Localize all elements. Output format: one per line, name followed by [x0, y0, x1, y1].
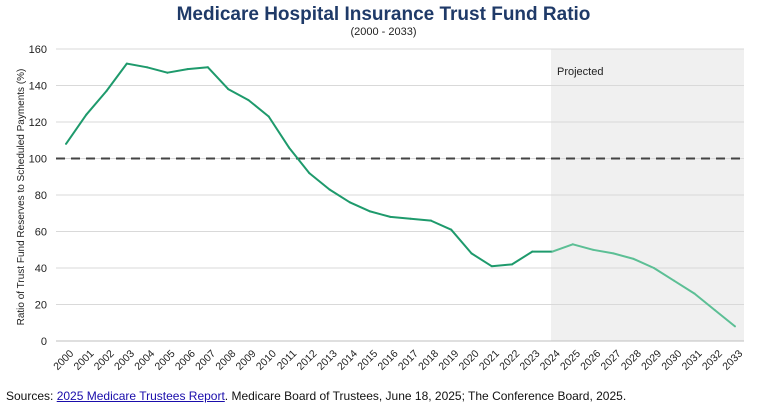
data-point — [450, 228, 453, 231]
projected-label: Projected — [557, 66, 603, 78]
x-tick-label: 2021 — [477, 348, 502, 373]
data-point — [632, 257, 635, 260]
data-point — [166, 71, 169, 74]
data-point — [713, 308, 716, 311]
chart-title: Medicare Hospital Insurance Trust Fund R… — [176, 4, 591, 25]
y-tick-label: 0 — [41, 336, 47, 348]
data-point — [389, 215, 392, 218]
data-point — [146, 66, 149, 69]
data-point — [328, 188, 331, 191]
x-tick-label: 2009 — [234, 348, 259, 373]
x-tick-label: 2011 — [275, 348, 300, 373]
data-point — [551, 250, 554, 253]
data-point — [409, 217, 412, 220]
x-tick-label: 2025 — [558, 348, 583, 373]
x-tick-label: 2031 — [680, 348, 705, 373]
data-point — [105, 89, 108, 92]
x-tick-label: 2023 — [517, 348, 542, 373]
data-point — [247, 99, 250, 102]
series-line-projected — [552, 243, 736, 328]
x-tick-label: 2033 — [720, 348, 745, 373]
x-tick-label: 2020 — [457, 348, 482, 373]
x-tick-label: 2030 — [659, 348, 684, 373]
chart-area: 020406080100120140160Projected2000200120… — [16, 44, 745, 373]
x-tick-label: 2010 — [254, 348, 279, 373]
data-point — [693, 292, 696, 295]
data-point — [612, 252, 615, 255]
y-tick-label: 140 — [29, 81, 47, 93]
y-tick-label: 160 — [29, 44, 47, 56]
x-tick-label: 2006 — [173, 348, 198, 373]
x-tick-label: 2018 — [416, 348, 441, 373]
y-tick-label: 60 — [35, 227, 47, 239]
x-tick-label: 2016 — [376, 348, 401, 373]
data-point — [592, 248, 595, 251]
data-point — [288, 146, 290, 149]
data-point — [511, 263, 513, 266]
x-tick-label: 2013 — [315, 348, 340, 373]
data-point — [227, 88, 230, 91]
data-point — [125, 62, 128, 65]
source-prefix: Sources: — [6, 389, 57, 403]
x-tick-label: 2015 — [355, 348, 380, 373]
x-tick-label: 2026 — [578, 348, 603, 373]
data-point — [470, 252, 473, 255]
trustees-report-link[interactable]: 2025 Medicare Trustees Report — [56, 389, 225, 403]
y-tick-label: 40 — [35, 263, 47, 275]
x-tick-label: 2000 — [51, 348, 76, 373]
y-tick-label: 20 — [35, 300, 47, 312]
x-tick-label: 2004 — [132, 348, 157, 373]
data-point — [65, 142, 67, 145]
x-tick-label: 2024 — [538, 348, 563, 373]
data-point — [734, 325, 736, 328]
y-axis-label: Ratio of Trust Fund Reserves to Schedule… — [16, 69, 27, 326]
x-tick-label: 2032 — [700, 348, 725, 373]
x-tick-label: 2029 — [639, 348, 664, 373]
data-point — [348, 201, 351, 204]
y-tick-label: 100 — [29, 154, 47, 166]
x-tick-label: 2022 — [497, 348, 522, 373]
data-point — [186, 68, 189, 71]
series-line-historical — [65, 62, 553, 268]
x-tick-label: 2017 — [396, 348, 421, 373]
data-point — [206, 66, 209, 69]
source-suffix: . Medicare Board of Trustees, June 18, 2… — [224, 389, 627, 403]
data-point — [308, 172, 311, 175]
y-tick-label: 120 — [29, 117, 47, 129]
data-point — [571, 243, 574, 246]
x-tick-label: 2012 — [294, 348, 319, 373]
x-tick-label: 2014 — [335, 348, 360, 373]
x-tick-label: 2008 — [213, 348, 238, 373]
data-point — [267, 115, 270, 118]
x-tick-label: 2005 — [153, 348, 178, 373]
x-tick-label: 2019 — [436, 348, 461, 373]
data-point — [652, 267, 655, 269]
data-point — [369, 210, 372, 213]
data-point — [673, 279, 676, 282]
data-point — [531, 250, 534, 253]
x-tick-label: 2028 — [619, 348, 644, 373]
x-tick-label: 2003 — [112, 348, 137, 373]
y-tick-label: 80 — [35, 190, 47, 202]
data-point — [85, 113, 88, 116]
chart-subtitle: (2000 - 2033) — [350, 26, 417, 38]
x-tick-label: 2001 — [71, 348, 96, 373]
x-tick-label: 2027 — [599, 348, 624, 373]
x-tick-label: 2007 — [193, 348, 218, 373]
data-point — [429, 219, 432, 222]
source-note: Sources: 2025 Medicare Trustees Report. … — [6, 389, 626, 403]
x-tick-label: 2002 — [92, 348, 117, 373]
data-point — [490, 265, 493, 268]
